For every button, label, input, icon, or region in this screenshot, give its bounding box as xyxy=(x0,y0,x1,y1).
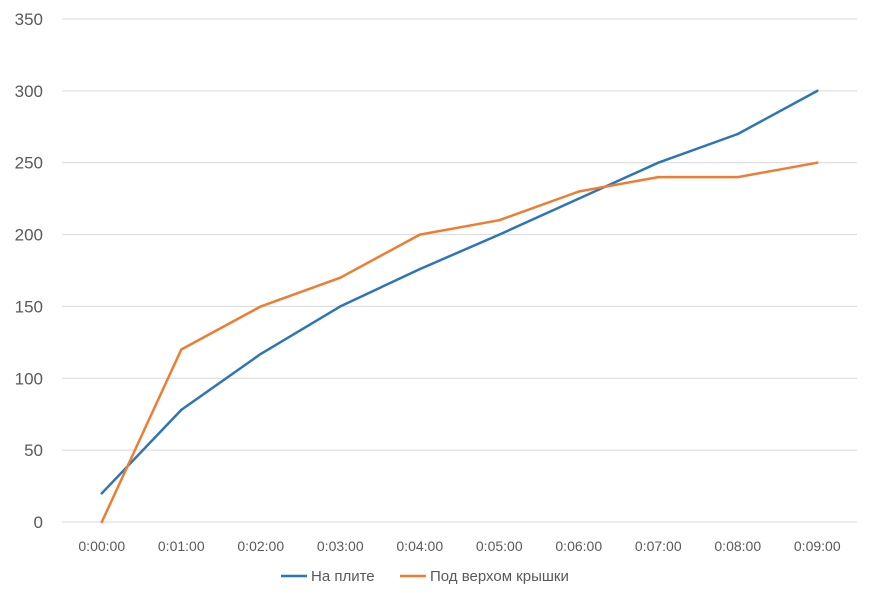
y-tick-label: 200 xyxy=(15,226,43,245)
legend: На плите Под верхом крышки xyxy=(281,568,569,585)
data-point-series-1 xyxy=(657,161,660,164)
data-point-series-1 xyxy=(498,233,501,236)
x-tick-label: 0:08:00 xyxy=(714,538,761,554)
y-tick-label: 50 xyxy=(24,441,43,460)
x-tick-label: 0:07:00 xyxy=(635,538,682,554)
x-tick-label: 0:02:00 xyxy=(237,538,284,554)
y-tick-label: 150 xyxy=(15,297,43,316)
data-point-series-2 xyxy=(259,305,262,308)
data-point-series-2 xyxy=(657,175,660,179)
legend-item-series-1: На плите xyxy=(281,568,375,585)
data-point-series-2 xyxy=(418,233,421,236)
x-axis-ticks: 0:00:00 0:01:00 0:02:00 0:03:00 0:04:00 0:05:… xyxy=(78,538,840,554)
y-tick-label: 100 xyxy=(15,369,43,388)
legend-item-series-2: Под верхом крышки xyxy=(400,568,569,585)
legend-label-series-2: Под верхом крышки xyxy=(430,568,569,585)
x-tick-label: 0:04:00 xyxy=(396,538,443,554)
y-tick-label: 300 xyxy=(15,82,43,101)
gridlines xyxy=(62,18,857,523)
y-axis-ticks: 0 50 100 150 200 250 300 350 xyxy=(15,10,43,532)
data-point-series-2 xyxy=(577,190,580,193)
data-point-series-1 xyxy=(259,352,262,356)
x-tick-label: 0:00:00 xyxy=(78,538,125,554)
x-tick-label: 0:03:00 xyxy=(317,538,364,554)
x-tick-label: 0:06:00 xyxy=(555,538,602,554)
data-point-series-1 xyxy=(736,132,739,136)
data-point-series-1 xyxy=(577,197,580,200)
data-point-series-1 xyxy=(339,305,342,308)
y-tick-label: 350 xyxy=(15,10,43,29)
x-tick-label: 0:09:00 xyxy=(794,538,841,554)
series-lines xyxy=(100,89,819,524)
legend-label-series-1: На плите xyxy=(311,568,375,585)
y-tick-label: 0 xyxy=(34,513,43,532)
data-point-series-2 xyxy=(816,161,819,164)
data-point-series-2 xyxy=(498,219,501,222)
data-point-series-2 xyxy=(736,175,739,179)
series-line-1 xyxy=(100,89,819,495)
x-tick-label: 0:01:00 xyxy=(158,538,205,554)
data-point-series-2 xyxy=(100,520,103,524)
series-line-2 xyxy=(100,161,819,524)
data-point-series-1 xyxy=(100,492,103,495)
data-point-series-2 xyxy=(180,348,183,351)
data-point-series-1 xyxy=(180,408,183,412)
y-tick-label: 250 xyxy=(15,154,43,173)
data-point-series-1 xyxy=(816,89,819,93)
x-tick-label: 0:05:00 xyxy=(476,538,523,554)
data-point-series-2 xyxy=(339,276,342,279)
data-point-series-1 xyxy=(418,267,421,271)
